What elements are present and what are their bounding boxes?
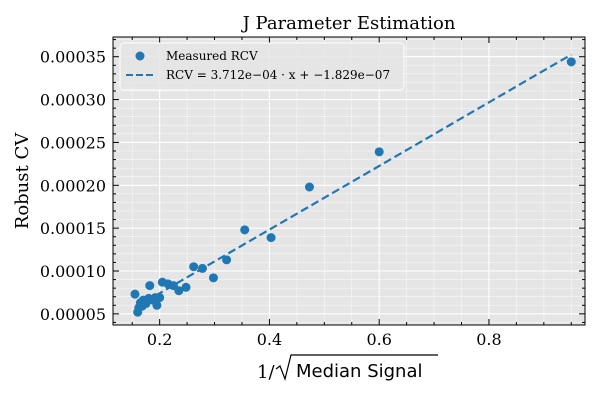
x-axis-label: 1/ Median Signal: [257, 354, 438, 383]
fit-line: [134, 53, 572, 309]
scatter-points: [130, 57, 576, 317]
data-point: [266, 233, 276, 243]
data-point: [374, 147, 384, 157]
y-axis-label: Robust CV: [12, 132, 33, 229]
data-point: [155, 293, 165, 303]
data-point: [240, 225, 250, 235]
y-tick-label: 0.00005: [40, 305, 106, 324]
data-point: [222, 255, 232, 265]
data-point: [197, 263, 207, 273]
y-tick-label: 0.00020: [40, 176, 106, 195]
data-point: [174, 286, 184, 296]
data-point: [145, 281, 155, 291]
axes-frame: [112, 36, 586, 326]
y-tick-label: 0.00030: [40, 91, 106, 110]
fit-layer: [134, 53, 572, 309]
data-point: [189, 262, 199, 272]
y-tick-labels: 0.00005 0.00010 0.00015 0.00020 0.00025 0.000…: [40, 48, 106, 324]
data-point: [130, 289, 140, 299]
y-tick-label: 0.00035: [40, 48, 106, 67]
x-tick-labels: 0.2 0.4 0.6 0.8: [147, 330, 502, 349]
chart-title: J Parameter Estimation: [241, 13, 456, 34]
legend-fit-label: RCV = 3.712e−04 · x + −1.829e−07: [166, 68, 390, 82]
x-tick-label: 0.4: [257, 330, 282, 349]
data-point: [304, 182, 314, 192]
x-tick-label: 0.6: [366, 330, 391, 349]
legend-scatter-marker: [135, 51, 145, 61]
y-tick-label: 0.00015: [40, 219, 106, 238]
y-tick-label: 0.00025: [40, 133, 106, 152]
sqrt-symbol: [275, 354, 438, 381]
data-point: [181, 282, 191, 292]
data-point: [152, 300, 162, 310]
legend-scatter-label: Measured RCV: [166, 49, 258, 63]
x-tick-label: 0.8: [476, 330, 501, 349]
ticks: [113, 37, 585, 325]
x-axis-label-prefix: 1/: [257, 362, 275, 383]
x-tick-label: 0.2: [147, 330, 172, 349]
legend: Measured RCV RCV = 3.712e−04 · x + −1.82…: [119, 42, 405, 91]
y-tick-label: 0.00010: [40, 262, 106, 281]
data-point: [566, 57, 576, 67]
data-point: [208, 273, 218, 283]
legend-box: [119, 42, 405, 91]
x-axis-label-sqrt-text: Median Signal: [296, 361, 422, 382]
